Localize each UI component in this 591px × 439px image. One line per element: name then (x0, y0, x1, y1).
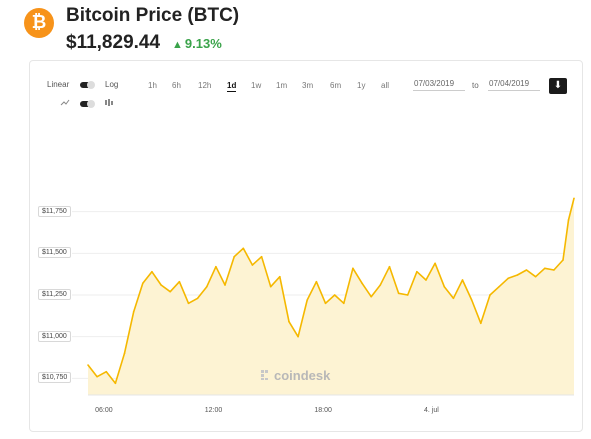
price-point (406, 294, 409, 296)
y-tick-label: $11,250 (38, 289, 71, 300)
price-point (297, 335, 299, 338)
price-point (416, 270, 418, 273)
scale-linear-label: Linear (47, 80, 70, 89)
y-tick-label: $11,500 (38, 247, 71, 259)
price-point (516, 274, 519, 276)
price-point (498, 285, 500, 288)
range-button-all[interactable]: all (381, 81, 390, 90)
price-point (425, 279, 427, 281)
page-title: Bitcoin Price (BTC) (66, 5, 240, 26)
bitcoin-logo-icon: ₿ (24, 8, 54, 38)
candlestick-icon (105, 99, 113, 106)
x-tick-label: 4. jul (424, 407, 439, 414)
price-point (132, 310, 135, 313)
x-tick-label: 12:00 (204, 407, 223, 414)
price-point (525, 269, 528, 271)
x-tick-label: 18:00 (314, 407, 332, 414)
y-tick-label: $11,750 (38, 205, 71, 217)
range-button-1d[interactable]: 1d (227, 81, 237, 92)
price-point (260, 255, 263, 258)
price-point (242, 247, 245, 250)
current-price: $11,829.44 (66, 32, 161, 53)
price-point (178, 280, 181, 283)
price-point (114, 382, 117, 385)
range-button-3m[interactable]: 3m (302, 81, 314, 90)
range-button-6h[interactable]: 6h (172, 81, 181, 90)
coindesk-logo-icon (261, 370, 268, 380)
y-tick-label: $10,750 (38, 372, 72, 384)
range-button-1h[interactable]: 1h (148, 81, 157, 90)
up-arrow-icon: ▲ (172, 39, 183, 51)
scale-log-label: Log (105, 80, 119, 89)
price-point (96, 375, 98, 378)
price-point (434, 262, 436, 265)
range-button-1w[interactable]: 1w (251, 81, 262, 90)
price-point (233, 255, 235, 258)
price-point (388, 265, 391, 268)
price-point (224, 284, 226, 286)
y-tick-label: $11,000 (38, 330, 71, 342)
price-change: ▲ 9.13% (172, 36, 222, 51)
date-to-input[interactable]: 07/04/2019 (488, 78, 540, 91)
price-point (269, 285, 272, 288)
price-point (507, 277, 510, 280)
price-point (489, 294, 491, 296)
price-point (151, 270, 153, 273)
range-button-1y[interactable]: 1y (357, 81, 366, 90)
price-point (352, 267, 354, 270)
price-point (315, 280, 318, 283)
price-point (333, 294, 336, 296)
price-point (342, 302, 345, 305)
scale-toggle[interactable] (80, 81, 95, 89)
range-button-1m[interactable]: 1m (276, 81, 288, 90)
price-point (306, 299, 309, 301)
price-point (553, 269, 555, 271)
price-point (461, 279, 464, 281)
price-area-fill (88, 198, 574, 395)
price-point (567, 219, 570, 221)
price-point (205, 285, 208, 288)
download-icon: ⬇ (553, 80, 563, 91)
price-point (87, 364, 89, 366)
price-point (452, 297, 455, 300)
date-from-input[interactable]: 07/03/2019 (413, 78, 465, 91)
date-to-label: to (472, 81, 479, 90)
price-point (480, 322, 482, 325)
download-button[interactable]: ⬇ (549, 78, 567, 94)
price-point (379, 284, 382, 286)
price-point (160, 284, 162, 286)
price-point (123, 352, 126, 355)
range-button-6m[interactable]: 6m (330, 81, 342, 90)
price-point (187, 302, 190, 305)
price-point (169, 290, 172, 293)
coindesk-watermark: coindesk (274, 368, 331, 383)
price-point (470, 299, 473, 301)
price-point (324, 302, 327, 305)
price-point (534, 275, 537, 278)
line-chart-icon (60, 99, 70, 106)
price-point (543, 267, 546, 270)
price-point (361, 282, 363, 285)
price-point (215, 265, 217, 268)
price-point (562, 259, 564, 261)
x-tick-label: 06:00 (95, 407, 113, 414)
price-change-value: 9.13% (184, 36, 222, 51)
price-point (279, 275, 281, 278)
price-point (370, 295, 372, 298)
price-point (251, 264, 254, 266)
price-point (443, 285, 446, 288)
price-point (196, 297, 199, 300)
chart-type-toggle[interactable] (80, 100, 95, 108)
price-point (142, 282, 144, 285)
price-point (397, 292, 400, 295)
price-point (288, 320, 290, 323)
range-button-12h[interactable]: 12h (198, 81, 212, 90)
price-point (105, 370, 108, 373)
price-point (573, 197, 575, 200)
